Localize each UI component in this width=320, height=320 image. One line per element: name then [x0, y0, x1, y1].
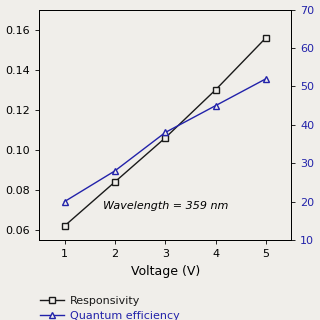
Text: Wavelength = 359 nm: Wavelength = 359 nm	[103, 201, 228, 211]
Quantum efficiency	[264, 77, 268, 81]
Responsivity	[214, 88, 218, 92]
Legend: Responsivity, Quantum efficiency: Responsivity, Quantum efficiency	[40, 296, 180, 320]
Line: Quantum efficiency: Quantum efficiency	[61, 75, 269, 205]
Responsivity	[63, 224, 67, 228]
Quantum efficiency	[63, 200, 67, 204]
Responsivity	[264, 36, 268, 40]
Quantum efficiency	[214, 104, 218, 108]
Responsivity	[164, 136, 167, 140]
Quantum efficiency	[164, 131, 167, 134]
Responsivity	[113, 180, 117, 184]
X-axis label: Voltage (V): Voltage (V)	[131, 265, 200, 277]
Quantum efficiency	[113, 169, 117, 173]
Line: Responsivity: Responsivity	[61, 34, 269, 229]
